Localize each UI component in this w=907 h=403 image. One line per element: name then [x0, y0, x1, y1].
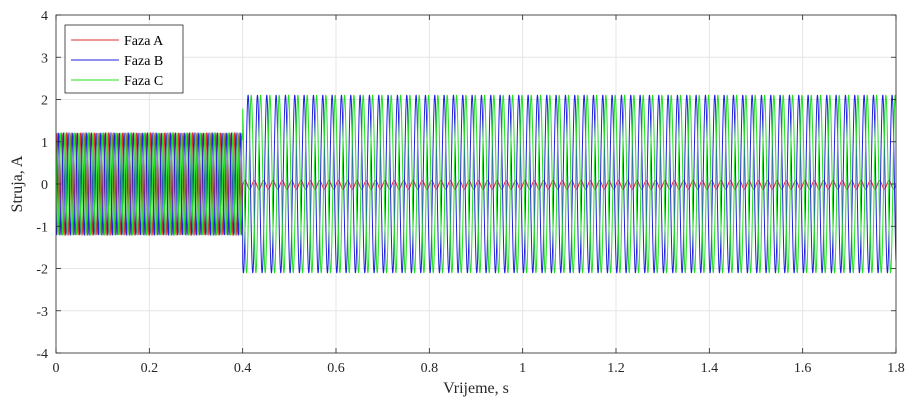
- y-tick-label: -2: [36, 263, 48, 278]
- y-tick-label: 4: [41, 9, 48, 24]
- y-tick-label: 2: [41, 94, 48, 109]
- x-tick-label: 0.8: [421, 361, 439, 376]
- x-tick-label: 1.4: [701, 361, 719, 376]
- x-axis-label: Vrijeme, s: [443, 380, 509, 397]
- y-tick-label: -4: [36, 347, 48, 362]
- phase-b-line: [56, 94, 896, 274]
- phase-a-line: [56, 131, 896, 237]
- tick-labels: 0 0.2 0.4 0.6 0.8 1 1.2 1.4 1.6 1.8 -4 -3 -2 -1 0 1 2 3 4: [36, 9, 904, 376]
- y-tick-label: -3: [36, 305, 48, 320]
- y-tick-label: 0: [41, 178, 48, 193]
- legend-label-b: Faza B: [124, 54, 163, 69]
- x-tick-label: 0.4: [234, 361, 252, 376]
- x-tick-label: 0.2: [141, 361, 159, 376]
- x-tick-label: 1.6: [794, 361, 812, 376]
- ticks: [55, 14, 897, 354]
- y-tick-label: 1: [41, 136, 48, 151]
- legend: Faza A Faza B Faza C: [64, 24, 184, 94]
- legend-label-a: Faza A: [124, 34, 164, 49]
- x-tick-label: 1: [519, 361, 526, 376]
- series-layer: [56, 94, 896, 274]
- y-tick-label: -1: [36, 220, 48, 235]
- phase-c-line: [56, 94, 896, 274]
- legend-box: [64, 24, 184, 94]
- x-tick-label: 0: [53, 361, 60, 376]
- y-axis-label: Struja, A: [9, 155, 26, 212]
- x-tick-label: 1.2: [607, 361, 625, 376]
- x-tick-label: 0.6: [327, 361, 345, 376]
- x-tick-label: 1.8: [887, 361, 905, 376]
- y-tick-label: 3: [41, 51, 48, 66]
- legend-label-c: Faza C: [124, 74, 163, 89]
